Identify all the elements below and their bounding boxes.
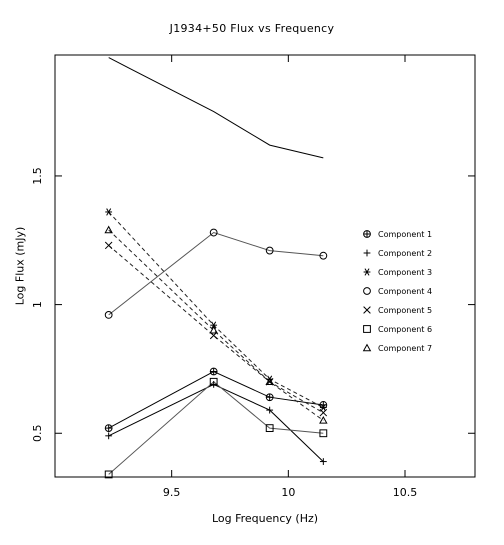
legend-marker-5	[363, 306, 371, 314]
data-point-series-3	[105, 208, 113, 216]
y-tick-label: 1.5	[31, 167, 44, 185]
legend-marker-3	[363, 268, 371, 276]
legend-label-6: Component 6	[378, 325, 432, 334]
legend-marker-7	[362, 343, 372, 352]
data-point-series-2	[266, 406, 274, 414]
legend-marker-4	[363, 287, 371, 295]
data-point-series-7	[319, 415, 328, 424]
data-point-series-5	[104, 241, 113, 250]
data-point-series-4	[319, 251, 328, 260]
series-line-8	[108, 57, 324, 159]
plot-frame	[54, 54, 476, 478]
data-point-series-2	[210, 380, 218, 388]
x-tick-label: 10.5	[393, 486, 418, 499]
series-line-3	[108, 211, 324, 408]
series-line-2	[108, 383, 324, 462]
legend-marker-2	[363, 249, 371, 257]
legend-label-5: Component 5	[378, 306, 432, 315]
data-point-series-2	[319, 458, 327, 465]
data-point-series-6	[104, 470, 113, 479]
data-point-series-6	[265, 424, 274, 433]
series-line-5	[108, 245, 324, 414]
legend-label-4: Component 4	[378, 287, 432, 296]
data-point-series-1	[265, 393, 274, 402]
data-point-series-7	[104, 225, 113, 234]
data-point-series-1	[104, 424, 113, 433]
legend-label-3: Component 3	[378, 268, 432, 277]
legend-marker-6	[363, 325, 371, 333]
legend-marker-1	[363, 230, 371, 238]
data-point-series-6	[209, 377, 218, 386]
legend-label-7: Component 7	[378, 344, 432, 353]
x-tick-label: 9.5	[163, 486, 181, 499]
data-point-series-4	[104, 310, 113, 319]
data-point-series-3	[319, 403, 327, 412]
data-point-series-3	[210, 321, 218, 329]
data-point-series-7	[209, 325, 218, 334]
y-tick-label: 1	[31, 301, 44, 308]
data-point-series-1	[209, 367, 218, 376]
series-line-7	[108, 229, 324, 421]
data-point-series-7	[265, 377, 274, 386]
data-point-series-5	[319, 408, 328, 417]
series-line-6	[108, 381, 324, 475]
x-axis-label: Log Frequency (Hz)	[211, 512, 319, 525]
series-line-4	[108, 231, 324, 316]
x-tick-label: 10	[281, 486, 295, 499]
legend-label-1: Component 1	[378, 230, 432, 239]
data-point-series-2	[105, 432, 113, 440]
legend-label-2: Component 2	[378, 249, 432, 258]
data-point-series-4	[209, 228, 218, 237]
data-point-series-4	[265, 246, 274, 255]
data-point-series-6	[319, 429, 328, 438]
chart-title: J1934+50 Flux vs Frequency	[169, 22, 335, 35]
y-tick-label: 0.5	[31, 425, 44, 443]
